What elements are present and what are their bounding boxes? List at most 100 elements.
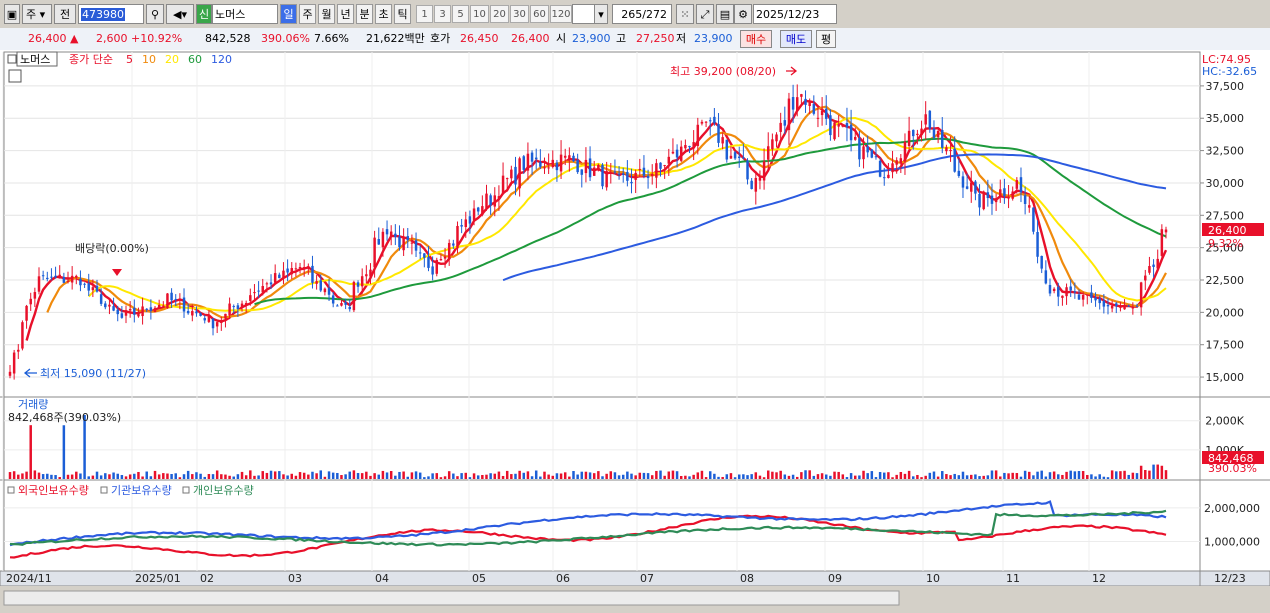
candle-body (17, 349, 20, 352)
tab-period-1[interactable]: 주 (299, 4, 316, 24)
volume-bar (903, 473, 907, 479)
volume-bar (207, 473, 211, 479)
candle-body (431, 266, 434, 275)
price-tick-label: 30,000 (1206, 177, 1245, 190)
horizontal-scrollbar (3, 590, 900, 606)
candle-body (124, 310, 128, 316)
interval-button-1[interactable]: 1 (416, 5, 433, 23)
candle-body (21, 322, 24, 349)
volume-bar (568, 476, 571, 479)
volume-bar (957, 475, 961, 479)
candle-body (1032, 207, 1035, 232)
count-field[interactable]: 265/272 (612, 4, 672, 24)
candle-body (510, 169, 513, 179)
sell-button[interactable]: 매도 (780, 30, 812, 48)
candle-body (360, 276, 364, 287)
tab-period-3[interactable]: 년 (337, 4, 354, 24)
volume-bar (932, 471, 936, 479)
candle-body (1106, 304, 1110, 307)
open-label: 시 (556, 32, 567, 45)
tab-period-2[interactable]: 월 (318, 4, 335, 24)
dropdown-arrow-icon[interactable]: ▾ (594, 4, 608, 24)
volume-bars (8, 414, 1168, 479)
tab-period-6[interactable]: 틱 (394, 4, 411, 24)
interval-button-60[interactable]: 60 (530, 5, 549, 23)
volume-bar (833, 471, 836, 479)
candle-body (456, 225, 459, 249)
volume-bar (837, 471, 840, 479)
low-value: 23,900 (694, 32, 733, 45)
interval-button-30[interactable]: 30 (510, 5, 529, 23)
tab-period-0[interactable]: 일 (280, 4, 297, 24)
candle-body (568, 155, 571, 160)
volume-bar (949, 475, 952, 479)
link-icon[interactable]: ⁙ (676, 4, 694, 24)
volume-bar (331, 472, 335, 479)
volume-bar (50, 474, 53, 479)
candle-body (1015, 180, 1019, 189)
volume-pct-tag: 390.03% (1208, 462, 1257, 475)
jeon-button[interactable]: 전 (54, 4, 76, 24)
volume-bar (485, 474, 488, 479)
volume-bar (854, 475, 857, 479)
volume-bar (37, 472, 41, 479)
stock-chart-svg[interactable]: 15,000 17,500 20,000 22,500 25,000 27,500 30,0… (0, 50, 1270, 610)
candle-body (887, 174, 890, 179)
candle-body (791, 97, 795, 110)
candle-body (820, 110, 824, 116)
candle-body (563, 155, 567, 158)
candle-body (750, 180, 753, 190)
holding-legend-marker (7, 486, 15, 494)
volume-bar (224, 474, 227, 479)
volume-bar (431, 473, 434, 479)
candle-body (435, 259, 439, 274)
interval-button-120[interactable]: 120 (550, 5, 572, 23)
sound-icon[interactable]: ◀▾ (166, 4, 194, 24)
candle-body (812, 103, 816, 114)
expand-icon[interactable]: ⤢ (696, 4, 714, 24)
search-icon[interactable]: ⚲ (146, 4, 164, 24)
interval-button-5[interactable]: 5 (452, 5, 469, 23)
candle-body (655, 163, 658, 178)
volume-bar (443, 476, 447, 479)
code-input[interactable]: 473980 (78, 4, 144, 24)
holding-line-1 (9, 500, 1167, 547)
volume-bar (157, 474, 161, 479)
jong-select[interactable]: 주 ▾ (22, 4, 52, 24)
candle-body (613, 171, 617, 173)
volume-bar (54, 475, 57, 479)
date-input[interactable]: 2025/12/23 (753, 4, 837, 24)
volume-bar (912, 476, 915, 479)
volume-bar (116, 473, 119, 479)
candle-body (423, 253, 426, 258)
volume-bar (895, 474, 898, 479)
candle-body (327, 287, 331, 295)
tab-period-5[interactable]: 초 (375, 4, 392, 24)
candle-body (754, 177, 758, 192)
volume-bar (1028, 471, 1031, 479)
gear-icon[interactable]: ⚙ (734, 4, 752, 24)
candle-body (1160, 229, 1164, 256)
volume-bar (447, 471, 451, 479)
candle-body (66, 280, 70, 282)
interval-button-20[interactable]: 20 (490, 5, 509, 23)
avg-button[interactable]: 평 (816, 30, 836, 48)
volume-bar (1065, 471, 1068, 479)
buy-button[interactable]: 매수 (740, 30, 772, 48)
interval-button-3[interactable]: 3 (434, 5, 451, 23)
volume-bar (377, 474, 381, 479)
volume-bar (924, 475, 927, 479)
candle-body (58, 274, 61, 279)
high-label: 고 (616, 32, 627, 45)
save-icon[interactable]: ▤ (716, 4, 734, 24)
stock-name-input[interactable]: 노머스 (212, 4, 278, 24)
tab-period-4[interactable]: 분 (356, 4, 373, 24)
chart-area[interactable]: 15,000 17,500 20,000 22,500 25,000 27,500 30,0… (0, 50, 1270, 610)
interval-button-10[interactable]: 10 (470, 5, 489, 23)
volume-bar (829, 475, 832, 479)
candle-body (978, 194, 981, 208)
candle-body (191, 311, 194, 316)
volume-bar (360, 473, 364, 479)
volume-bar (244, 475, 248, 479)
window-menu-icon[interactable]: ▣ (4, 4, 20, 24)
